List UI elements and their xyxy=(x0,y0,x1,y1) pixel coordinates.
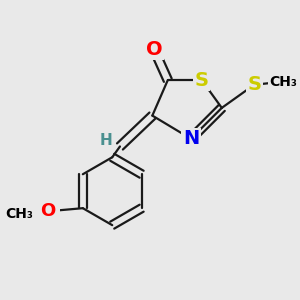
Text: S: S xyxy=(195,70,209,90)
Text: O: O xyxy=(146,40,162,59)
Text: N: N xyxy=(183,129,199,148)
Text: O: O xyxy=(40,202,56,220)
Text: S: S xyxy=(247,75,261,94)
Text: H: H xyxy=(100,133,112,148)
Text: CH₃: CH₃ xyxy=(270,75,297,89)
Text: CH₃: CH₃ xyxy=(5,207,33,221)
